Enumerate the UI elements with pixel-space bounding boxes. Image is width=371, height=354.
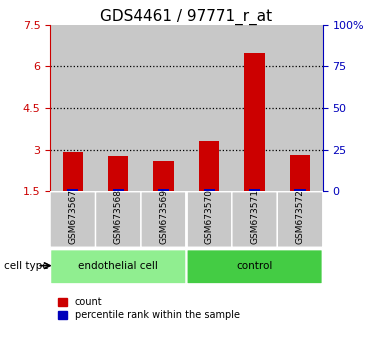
FancyBboxPatch shape <box>232 192 278 247</box>
Bar <box>67 189 78 191</box>
Bar <box>249 189 260 191</box>
Bar <box>154 161 174 191</box>
FancyBboxPatch shape <box>96 192 141 247</box>
Bar <box>141 25 187 191</box>
Bar <box>199 141 219 191</box>
Bar <box>232 25 278 191</box>
FancyBboxPatch shape <box>141 192 187 247</box>
Text: GSM673570: GSM673570 <box>205 189 214 244</box>
Title: GDS4461 / 97771_r_at: GDS4461 / 97771_r_at <box>101 8 272 25</box>
Bar <box>278 25 323 191</box>
Bar <box>96 25 141 191</box>
Text: GSM673572: GSM673572 <box>296 189 305 244</box>
Bar <box>113 189 124 191</box>
Text: GSM673567: GSM673567 <box>68 189 77 244</box>
Text: GSM673571: GSM673571 <box>250 189 259 244</box>
Text: endothelial cell: endothelial cell <box>78 261 158 271</box>
Bar <box>50 25 96 191</box>
Legend: count, percentile rank within the sample: count, percentile rank within the sample <box>55 293 244 324</box>
FancyBboxPatch shape <box>50 192 96 247</box>
Text: GSM673569: GSM673569 <box>159 189 168 244</box>
FancyBboxPatch shape <box>278 192 323 247</box>
Bar <box>108 156 128 191</box>
Bar <box>295 189 306 191</box>
Bar <box>290 155 310 191</box>
FancyBboxPatch shape <box>50 250 186 284</box>
FancyBboxPatch shape <box>187 250 322 284</box>
Bar <box>63 152 83 191</box>
Text: cell type: cell type <box>4 261 48 272</box>
Text: GSM673568: GSM673568 <box>114 189 123 244</box>
Bar <box>187 25 232 191</box>
Text: control: control <box>236 261 273 271</box>
FancyBboxPatch shape <box>187 192 232 247</box>
Bar <box>158 189 169 191</box>
Bar <box>204 189 215 191</box>
Bar <box>244 52 265 191</box>
